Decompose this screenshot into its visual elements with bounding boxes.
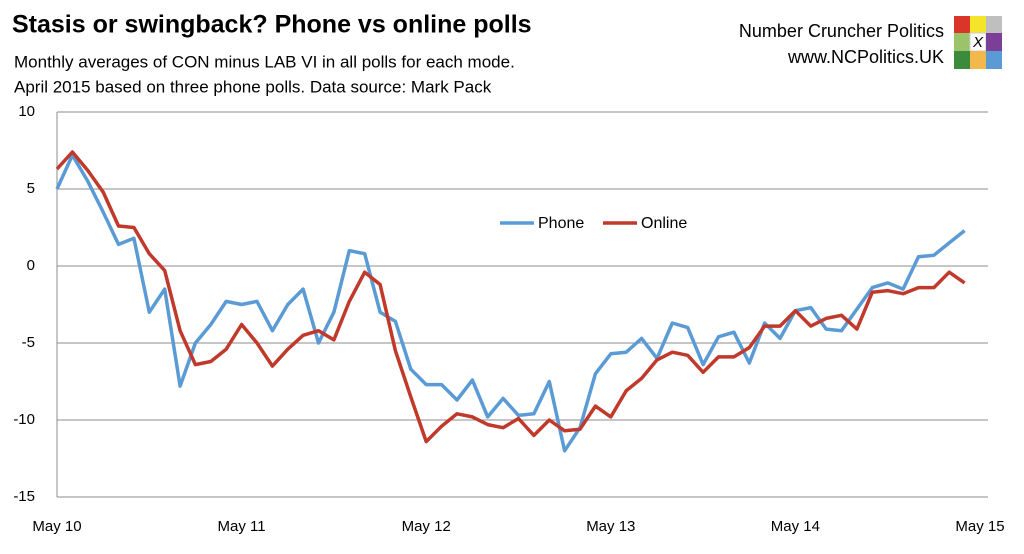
- x-tick-label: May 11: [218, 518, 266, 535]
- y-tick-label: 0: [27, 257, 35, 274]
- logo: X: [954, 16, 1002, 69]
- subtitle: April 2015 based on three phone polls. D…: [14, 77, 492, 96]
- y-tick-label: -15: [13, 488, 35, 505]
- x-tick-label: May 12: [402, 518, 451, 535]
- logo-text: X: [972, 34, 984, 51]
- x-tick-label: May 14: [771, 518, 820, 535]
- brand-name: Number Cruncher Politics: [739, 21, 944, 41]
- x-tick-label: May 10: [32, 518, 81, 535]
- y-tick-label: 5: [27, 180, 35, 197]
- y-tick-label: -5: [22, 334, 35, 351]
- y-tick-label: -10: [13, 411, 35, 428]
- line-series: [55, 150, 966, 444]
- subtitle: Monthly averages of CON minus LAB VI in …: [14, 52, 515, 71]
- chart-title: Stasis or swingback? Phone vs online pol…: [12, 11, 532, 39]
- x-tick-label: May 15: [955, 518, 1004, 535]
- y-tick-label: 10: [18, 103, 35, 120]
- legend-label: Online: [641, 215, 687, 232]
- line-series: [55, 153, 966, 453]
- legend-label: Phone: [538, 215, 584, 232]
- brand-url: www.NCPolitics.UK: [787, 47, 944, 67]
- x-tick-label: May 13: [586, 518, 635, 535]
